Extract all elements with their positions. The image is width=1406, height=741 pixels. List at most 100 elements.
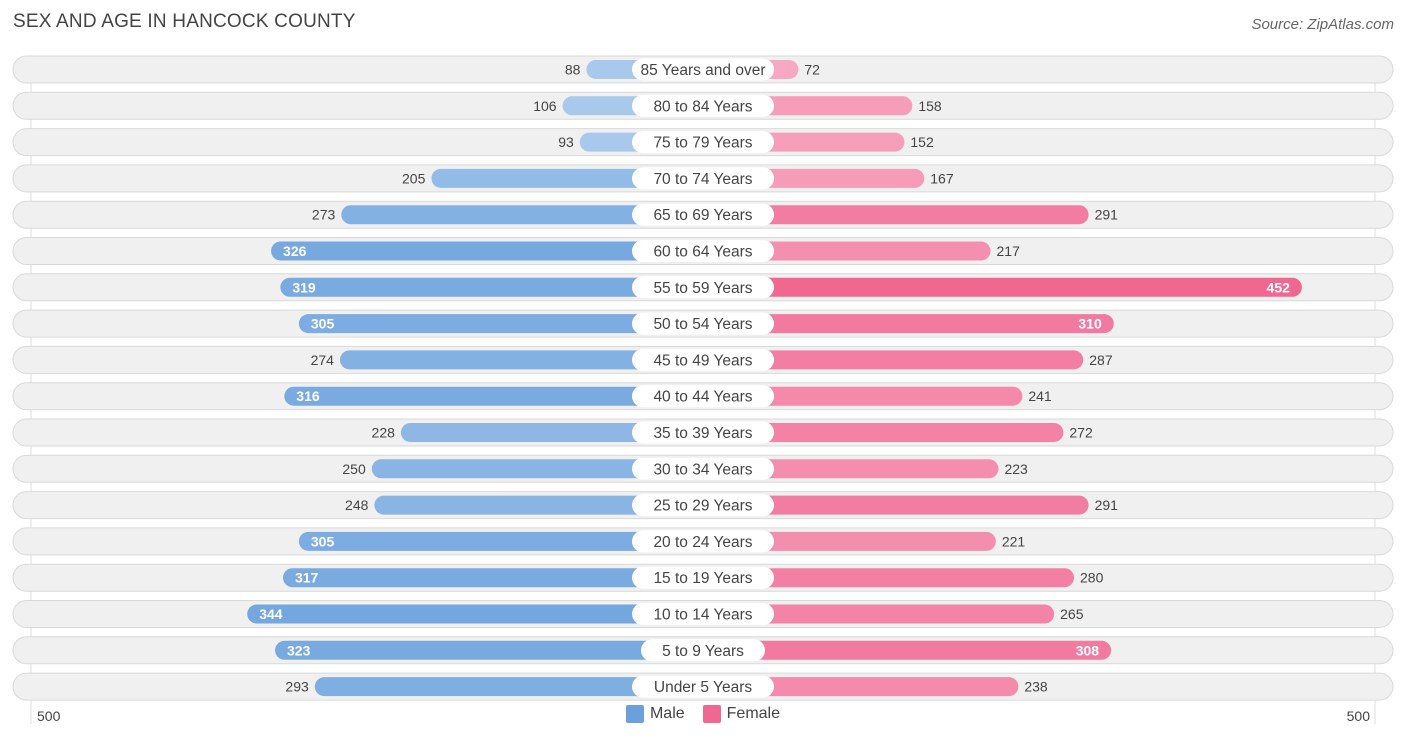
category-label: 25 to 29 Years (653, 498, 752, 515)
category-label: 35 to 39 Years (653, 425, 752, 442)
category-label: 10 to 14 Years (653, 607, 752, 624)
category-pill (632, 457, 774, 480)
male-bar (247, 604, 713, 624)
chart-row: 319 452 55 to 59 Years (12, 273, 1394, 302)
female-value-label: 167 (930, 170, 954, 186)
male-value-label: 228 (372, 425, 396, 441)
male-bar (275, 640, 713, 660)
category-label: 65 to 69 Years (653, 207, 752, 224)
male-swatch-icon (625, 705, 644, 723)
female-value-label: 158 (918, 98, 942, 114)
male-value-label: 250 (342, 461, 366, 477)
legend-item-male[interactable]: Male (625, 705, 685, 723)
female-bar (693, 277, 1302, 297)
female-bar (693, 386, 1023, 406)
chart-row: 316 241 40 to 44 Years (12, 382, 1394, 411)
category-pill (632, 385, 774, 408)
category-label: 55 to 59 Years (653, 280, 752, 297)
category-label: Under 5 Years (654, 679, 752, 696)
category-pill (632, 240, 774, 262)
female-value-label: 291 (1095, 207, 1119, 223)
category-label: 15 to 19 Years (653, 570, 752, 587)
category-pill (632, 530, 774, 553)
female-bar (693, 495, 1089, 515)
female-value-label: 152 (910, 134, 934, 150)
male-value-label: 205 (402, 170, 426, 186)
chart-row: 317 280 15 to 19 Years (12, 563, 1394, 592)
category-pill (632, 675, 774, 698)
chart-row: 344 265 10 to 14 Years (12, 600, 1394, 628)
male-bar (298, 314, 713, 334)
male-bar (298, 531, 713, 551)
category-pill (632, 203, 774, 226)
female-bar (693, 314, 1114, 334)
category-label: 85 Years and over (641, 62, 766, 79)
male-value-label: 274 (311, 352, 335, 368)
legend-male-label: Male (649, 705, 685, 722)
source-credit: Source: ZipAtlas.com (1251, 16, 1394, 33)
female-value-label: 308 (1076, 642, 1100, 658)
chart-row: 274 287 45 to 49 Years (12, 345, 1394, 374)
category-label: 20 to 24 Years (653, 534, 752, 551)
female-value-label: 452 (1267, 279, 1291, 295)
chart-row: 323 308 5 to 9 Years (12, 636, 1394, 665)
female-swatch-icon (702, 705, 721, 723)
male-bar (280, 277, 713, 297)
male-value-label: 93 (558, 134, 574, 150)
male-bar (282, 568, 713, 588)
male-value-label: 317 (295, 570, 319, 586)
category-label: 50 to 54 Years (653, 316, 752, 333)
male-bar (341, 205, 713, 225)
legend-item-female[interactable]: Female (702, 705, 781, 723)
male-value-label: 88 (565, 62, 581, 78)
chart-row: 106 158 80 to 84 Years (12, 91, 1394, 120)
male-value-label: 106 (533, 98, 557, 114)
female-bar (693, 604, 1055, 624)
male-bar (314, 677, 713, 697)
female-bar (693, 640, 1112, 660)
male-value-label: 293 (285, 679, 309, 695)
axis-right-max-label: 500 (1346, 708, 1370, 724)
female-value-label: 265 (1060, 606, 1084, 622)
female-bar (693, 423, 1064, 442)
category-pill (632, 94, 774, 117)
female-bar (693, 677, 1019, 697)
female-value-label: 287 (1089, 352, 1113, 368)
category-pill (632, 131, 774, 154)
category-pill (632, 494, 774, 517)
category-pill (632, 348, 774, 371)
category-pill (632, 421, 774, 444)
chart-row: 326 217 60 to 64 Years (12, 237, 1394, 265)
chart-row: 250 223 30 to 34 Years (12, 454, 1394, 483)
category-label: 80 to 84 Years (653, 98, 752, 115)
chart-row: 305 221 20 to 24 Years (12, 527, 1394, 556)
male-value-label: 344 (259, 606, 283, 622)
male-value-label: 248 (345, 497, 369, 513)
chart-row: 205 167 70 to 74 Years (12, 164, 1394, 193)
category-pill (632, 312, 774, 335)
page-title: SEX AND AGE IN HANCOCK COUNTY (13, 11, 356, 32)
female-bar (693, 568, 1074, 588)
category-pill (632, 276, 774, 299)
female-bar (693, 350, 1084, 370)
category-label: 70 to 74 Years (653, 171, 752, 188)
category-pill (641, 639, 765, 662)
female-value-label: 280 (1080, 570, 1104, 586)
chart-row: 228 272 35 to 39 Years (12, 418, 1394, 447)
category-label: 40 to 44 Years (653, 389, 752, 406)
male-value-label: 326 (283, 243, 307, 259)
female-value-label: 310 (1078, 316, 1102, 332)
legend: Male Female (0, 705, 1406, 723)
category-pill (632, 167, 774, 190)
category-pill (632, 566, 774, 589)
female-value-label: 238 (1024, 679, 1048, 695)
category-label: 60 to 64 Years (653, 244, 752, 261)
chart-row: 293 238 Under 5 Years (12, 672, 1394, 701)
category-label: 75 to 79 Years (653, 135, 752, 152)
category-pill (632, 603, 774, 625)
male-bar (339, 350, 713, 370)
male-value-label: 319 (292, 279, 316, 295)
chart-row: 93 152 75 to 79 Years (12, 128, 1394, 157)
legend-female-label: Female (726, 705, 781, 722)
